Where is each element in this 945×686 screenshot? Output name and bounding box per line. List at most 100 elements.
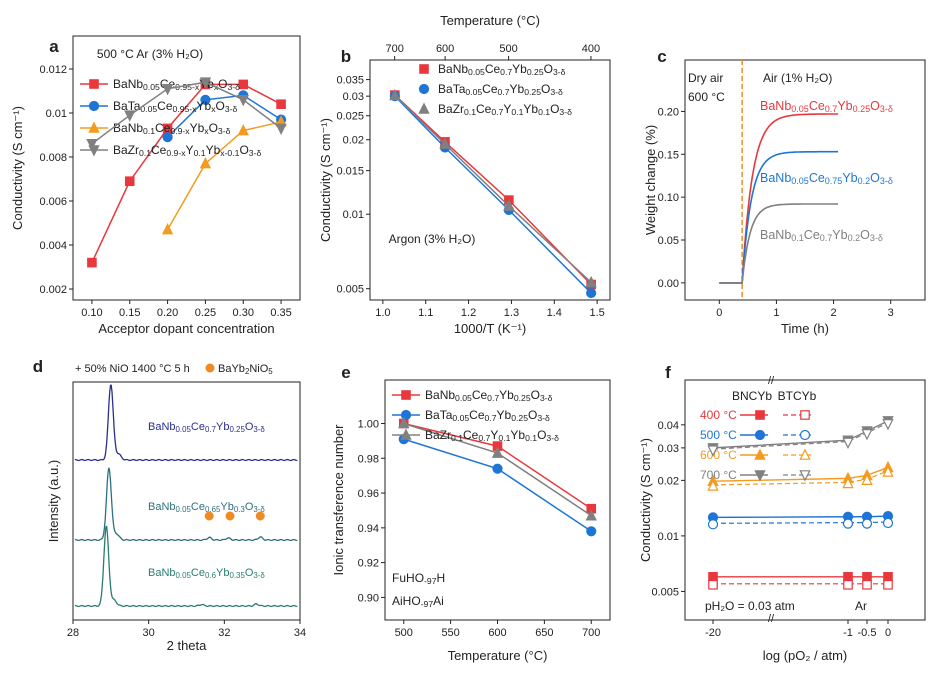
legend-marker — [799, 470, 811, 482]
data-point-btcyb — [708, 579, 718, 590]
legend-entry: BaTa0.05Ce0.7Yb0.25O3-δ — [438, 82, 563, 97]
panel-d: 28 30 32 34 2 theta Intensity (a.u.) + 50% NiO… — [46, 363, 306, 653]
y-tick-label: 0.025 — [336, 111, 364, 123]
pattern-label: BaNb0.05Ce0.65Yb0.3O3-δ — [148, 501, 265, 514]
data-point — [199, 77, 212, 89]
data-point-btcyb — [862, 579, 872, 590]
annotation: AiHO-97Ai — [392, 594, 444, 609]
formula-subscript: 0.25 — [524, 87, 541, 97]
formula-element: Ba — [425, 428, 440, 442]
formula-element: Zr — [453, 102, 464, 116]
top-x-tick-label: 700 — [386, 43, 404, 55]
panel-label: b — [341, 47, 351, 66]
formula-element: Ba — [148, 567, 162, 579]
y-tick-label: 0.03 — [658, 443, 679, 455]
data-point — [389, 88, 401, 101]
formula-element: O — [537, 428, 546, 442]
formula-element: O — [531, 388, 540, 402]
y-tick-label: 0.04 — [658, 420, 679, 432]
data-point — [238, 79, 249, 90]
y-tick-label: 0.002 — [39, 284, 67, 296]
formula-element: O — [245, 421, 254, 433]
formula-element: Ce — [191, 421, 205, 433]
y-tick-label: 0.012 — [39, 64, 67, 76]
legend-marker — [88, 121, 100, 133]
series-line-btcyb — [712, 521, 889, 524]
axis-break-bottom: // — [768, 613, 775, 625]
formula-element: Yb — [499, 388, 514, 402]
formula-subscript: 0.7 — [485, 413, 497, 423]
formula-subscript: 0.75 — [825, 176, 843, 186]
panel-label: f — [665, 363, 671, 382]
formula-element: O — [216, 99, 225, 113]
data-point-btcyb — [843, 579, 853, 590]
formula-element: Y — [490, 428, 498, 442]
formula-subscript: 3-δ — [228, 82, 241, 92]
legend-entry: BaZr0.1Ce0.9-xY0.1Ybx-0.1O3-δ — [113, 143, 261, 158]
xrd-pattern — [74, 467, 298, 542]
formula-element: Ai — [433, 594, 444, 608]
formula-element: Ba — [438, 82, 453, 96]
formula-subscript: 0.1 — [498, 433, 510, 443]
formula-subscript: 3-δ — [553, 67, 566, 77]
formula-element: Ce — [476, 102, 492, 116]
formula-subscript: 3-δ — [253, 505, 265, 514]
x-axis-label: Time (h) — [781, 321, 829, 336]
formula-element: Yb — [842, 171, 857, 185]
plot-frame — [369, 59, 611, 301]
x-tick-label: 700 — [582, 627, 600, 639]
top-x-axis-label: Temperature (°C) — [440, 13, 540, 28]
annotation: Dry air — [688, 71, 723, 85]
x-tick-label: 3 — [888, 307, 894, 319]
series-line-bncyb — [712, 466, 889, 482]
formula-element: Ce — [469, 408, 485, 422]
panel-e: 500 550 600 650 700 0.90 0.92 0.94 0.96 0.98 1.00 T… — [331, 379, 611, 663]
y-tick-label: 1.00 — [358, 418, 379, 430]
header-text: + 50% NiO 1400 °C 5 h — [75, 363, 190, 375]
legend-marker — [88, 100, 100, 112]
data-point — [237, 124, 249, 136]
formula-element: Yb — [231, 363, 244, 375]
formula-element: Ta — [440, 408, 453, 422]
formula-subscript: 0.95-x — [175, 82, 200, 92]
data-point-btcyb — [882, 517, 894, 529]
formula-element: Y — [503, 102, 511, 116]
data-point-btcyb — [842, 518, 854, 529]
x-tick-label: 30 — [143, 627, 155, 639]
formula-subscript: 2 — [245, 367, 249, 376]
data-point-bncyb — [883, 572, 893, 582]
formula-element: Yb — [523, 102, 538, 116]
formula-subscript: 0.3 — [234, 505, 246, 514]
data-point-btcyb — [842, 476, 854, 489]
data-point — [585, 509, 597, 521]
x-tick-label: 550 — [441, 627, 459, 639]
data-point-bncyb — [862, 572, 872, 582]
y-tick-label: 0.02 — [658, 475, 679, 487]
formula-element: Ba — [113, 99, 128, 113]
y-tick-label: 0.01 — [658, 531, 679, 543]
data-point-btcyb — [861, 429, 873, 441]
x-tick-label: 2 — [831, 307, 837, 319]
panel-label: d — [33, 357, 43, 376]
formula-element: Ba — [760, 99, 775, 113]
series-line-bncyb — [712, 515, 889, 519]
x-axis-label: 2 theta — [167, 638, 208, 653]
data-point — [398, 416, 410, 429]
x-axis-label: log (pO₂ / atm) — [763, 648, 848, 663]
formula-element: Ba — [113, 77, 128, 91]
formula-element: O — [209, 121, 218, 135]
formula-element: Nb — [128, 121, 144, 135]
formula-element: Zr — [128, 143, 139, 157]
formula-element: Fu — [392, 571, 406, 585]
formula-element: Ba — [760, 171, 775, 185]
formula-element: Nb — [775, 99, 791, 113]
y-tick-label: 0.03 — [343, 91, 364, 103]
formula-element: Zr — [440, 428, 451, 442]
formula-element: Nb — [161, 501, 175, 513]
x-tick-label: 1.5 — [589, 307, 604, 319]
x-tick-label: 0 — [716, 307, 722, 319]
formula-subscript: 0.05 — [465, 87, 482, 97]
formula-subscript: 0.35 — [229, 571, 245, 580]
x-tick-label: 0.25 — [195, 307, 216, 319]
formula-element: Ba — [425, 388, 440, 402]
